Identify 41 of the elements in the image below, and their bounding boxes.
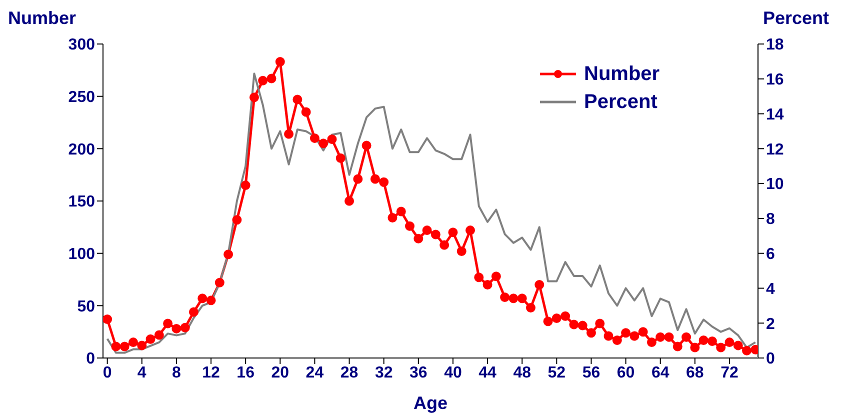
y-tick-label: 200 — [68, 141, 96, 158]
x-tick-label: 64 — [651, 364, 670, 382]
y2-tick-label: 0 — [766, 350, 775, 368]
x-tick-label: 40 — [444, 364, 462, 382]
x-tick-label: 32 — [374, 364, 393, 382]
y2-tick-label: 14 — [766, 106, 784, 124]
legend-label: Percent — [584, 90, 658, 115]
y-tick-label: 250 — [68, 89, 96, 106]
x-tick-label: 16 — [236, 364, 255, 382]
y-tick-label: 50 — [77, 298, 96, 316]
x-tick-label: 24 — [306, 364, 324, 382]
y2-tick-label: 2 — [766, 316, 775, 333]
y2-tick-label: 4 — [766, 280, 775, 298]
x-tick-label: 72 — [720, 364, 738, 382]
x-tick-label: 20 — [271, 364, 290, 382]
x-tick-label: 48 — [513, 364, 532, 382]
legend-label: Number — [584, 62, 660, 87]
y2-tick-label: 16 — [766, 72, 784, 89]
y2-tick-label: 8 — [766, 211, 775, 228]
x-tick-label: 4 — [137, 364, 146, 382]
x-tick-label: 28 — [340, 364, 358, 382]
x-tick-label: 12 — [202, 364, 220, 382]
x-axis-title: Age — [412, 393, 448, 414]
y2-tick-label: 18 — [766, 36, 784, 54]
x-tick-label: 56 — [582, 364, 600, 382]
x-tick-label: 52 — [548, 364, 566, 382]
x-tick-label: 36 — [410, 364, 428, 382]
x-tick-label: 44 — [478, 364, 497, 382]
y2-tick-label: 10 — [766, 176, 784, 194]
x-tick-label: 8 — [172, 364, 181, 382]
x-tick-label: 68 — [686, 364, 704, 382]
y-tick-label: 100 — [68, 246, 96, 264]
x-tick-label: 0 — [102, 364, 112, 382]
x-tick-label: 60 — [616, 364, 635, 382]
y2-axis-title: Percent — [763, 8, 830, 29]
y2-tick-label: 6 — [766, 246, 775, 264]
y-axis-title: Number — [8, 8, 76, 29]
y-tick-label: 0 — [86, 350, 96, 368]
y2-tick-label: 12 — [766, 141, 784, 158]
y-tick-label: 150 — [68, 194, 96, 211]
y-tick-label: 300 — [68, 36, 96, 54]
